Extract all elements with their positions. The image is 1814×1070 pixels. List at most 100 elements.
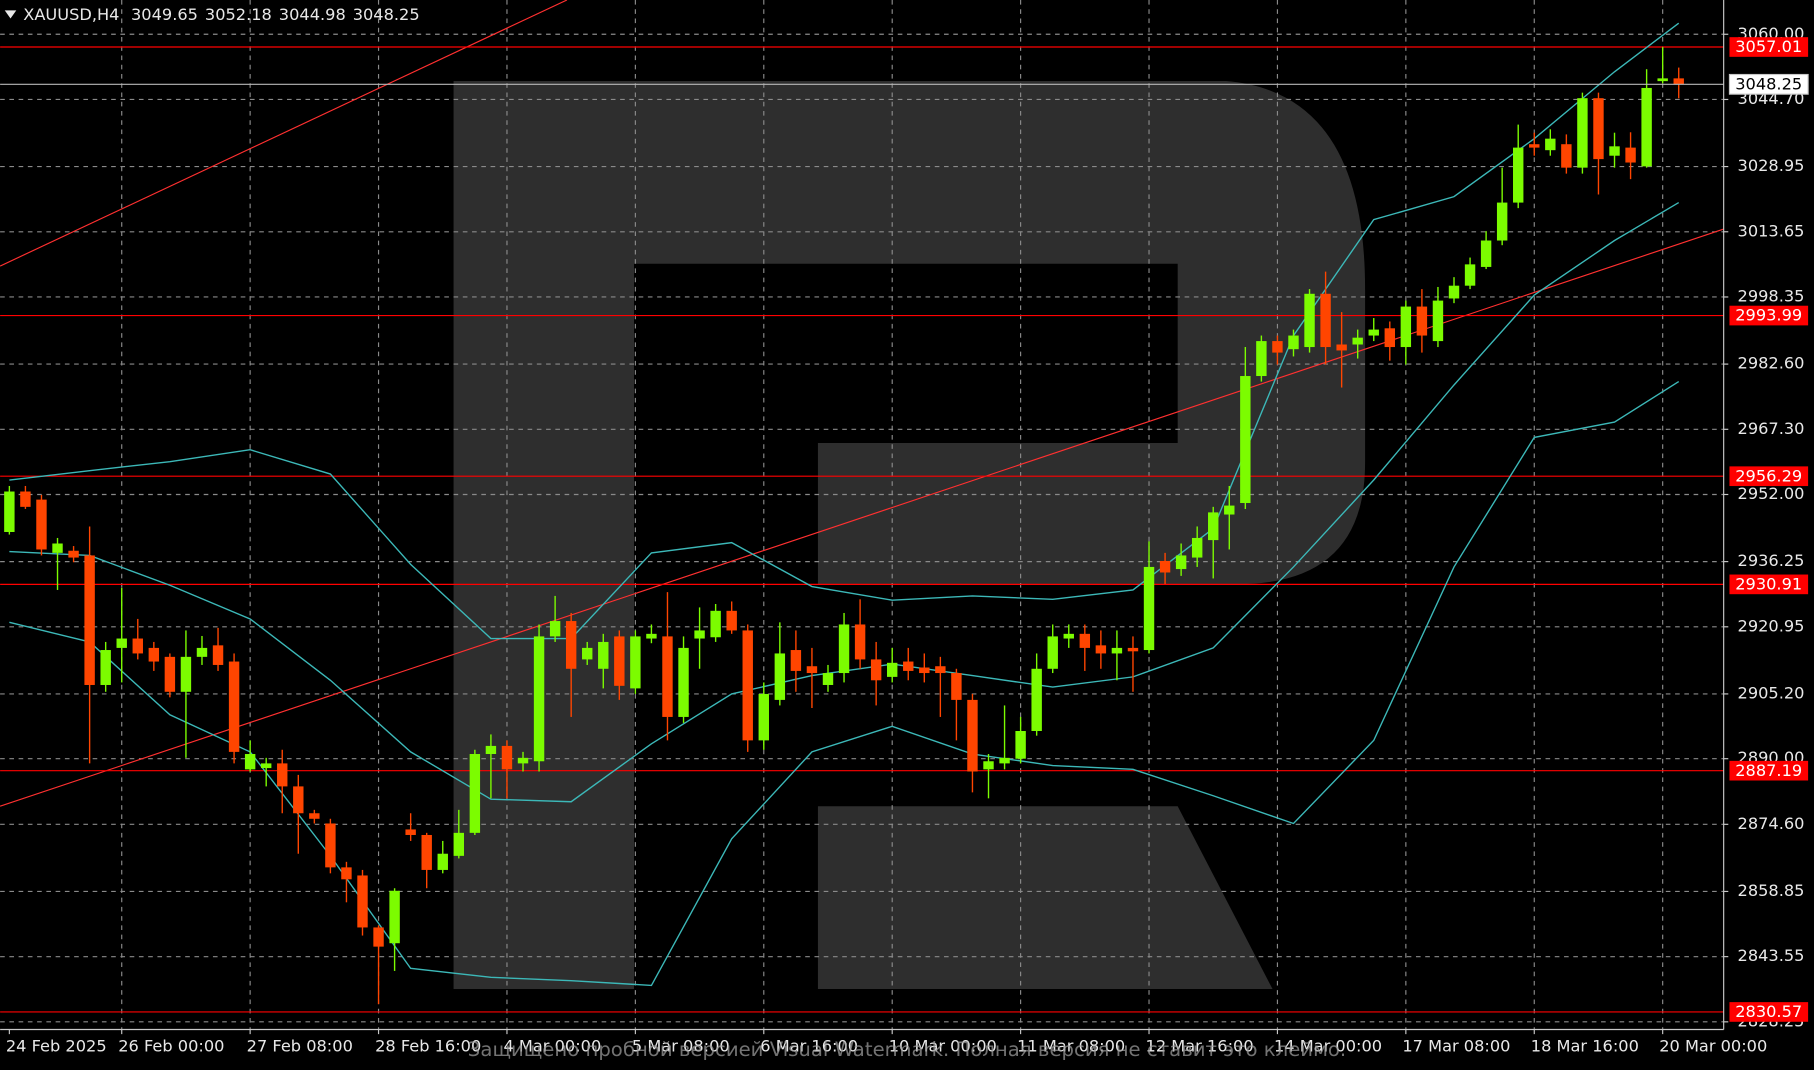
candle-body [886, 662, 898, 677]
candle-body [806, 666, 818, 674]
x-tick-label: 14 Mar 00:00 [1274, 1036, 1382, 1055]
candle-body [1464, 264, 1476, 286]
level-label: 3057.01 [1735, 37, 1802, 56]
logo-bowl [634, 80, 1366, 585]
candle-body [1079, 633, 1091, 648]
candle-body [309, 813, 320, 819]
candle-body [1368, 329, 1379, 336]
candle-body [116, 638, 127, 648]
candle-body [1480, 240, 1492, 267]
y-tick-label: 3013.65 [1738, 221, 1805, 240]
candle-body [4, 491, 15, 532]
current-price-label: 3048.25 [1735, 74, 1802, 93]
x-tick-label: 26 Feb 00:00 [118, 1036, 224, 1055]
candle-body [1448, 285, 1460, 299]
candle-body [614, 636, 625, 686]
candle-body [437, 853, 448, 870]
logo-leg [817, 806, 1273, 990]
x-tick-label: 11 Mar 08:00 [1017, 1036, 1125, 1055]
candle-body [373, 927, 384, 947]
candle-body [1047, 636, 1058, 669]
candle-body [678, 647, 689, 717]
candle-body [1256, 341, 1267, 377]
candle-body [453, 832, 465, 856]
candle-body [1304, 293, 1315, 348]
candle-body [935, 666, 946, 674]
x-tick-label: 24 Feb 2025 [6, 1036, 107, 1055]
candle-body [1400, 306, 1412, 348]
candle-body [999, 757, 1010, 764]
candle-body [838, 624, 850, 674]
y-tick-label: 2998.35 [1738, 286, 1805, 305]
candle-body [1336, 344, 1347, 351]
candle-body [1513, 147, 1524, 203]
candle-body [1095, 645, 1107, 654]
candle-body [1657, 78, 1668, 82]
candle-body [630, 636, 641, 689]
watermark-text: Защищено пробной версией Visual Watermar… [468, 1038, 1346, 1061]
candle-body [1191, 537, 1203, 558]
candle-body [983, 761, 994, 770]
y-tick-label: 2905.20 [1738, 683, 1805, 702]
x-tick-label: 18 Mar 16:00 [1531, 1036, 1639, 1055]
candle-body [662, 636, 673, 717]
candle-body [774, 653, 786, 700]
x-tick-label: 17 Mar 08:00 [1402, 1036, 1510, 1055]
candle-body [485, 745, 497, 755]
candle-body [710, 610, 721, 638]
candle-body [919, 667, 930, 674]
candle-body [646, 633, 657, 639]
candle-body [52, 543, 63, 553]
level-label: 2930.91 [1735, 574, 1802, 593]
candle-body [854, 624, 866, 660]
candle-body [533, 636, 545, 762]
level-label: 2993.99 [1735, 306, 1802, 325]
chart-header: XAUUSD,H4 3049.65 3052.18 3044.98 3048.25 [4, 5, 420, 24]
candle-body [1208, 512, 1219, 541]
candle-body [1240, 376, 1251, 504]
candle-body [726, 610, 737, 631]
candle-body [20, 491, 31, 507]
logo-stem [453, 80, 635, 990]
ohlc-close: 3048.25 [353, 5, 420, 24]
level-label-box [1729, 574, 1809, 595]
candle-body [1224, 505, 1235, 515]
x-tick-label: 20 Mar 00:00 [1659, 1036, 1767, 1055]
candle-body [598, 641, 609, 669]
candle-body [822, 673, 834, 685]
y-tick-label: 2874.60 [1738, 814, 1805, 833]
candle-body [228, 661, 240, 752]
candle-body [1111, 647, 1123, 654]
ohlc-high: 3052.18 [205, 5, 272, 24]
candle-body [870, 659, 882, 681]
x-tick-label: 12 Mar 16:00 [1146, 1036, 1254, 1055]
candle-body [1529, 144, 1540, 148]
header-arrow-icon [4, 10, 17, 19]
bollinger-band [9, 201, 1680, 803]
symbol-title: XAUUSD,H4 [23, 5, 119, 24]
candle-body [132, 638, 143, 654]
candle-body [517, 757, 529, 764]
candle-body [1545, 138, 1556, 151]
ohlc-low: 3044.98 [279, 5, 346, 24]
level-label: 2830.57 [1735, 1002, 1802, 1021]
y-tick-label: 2982.60 [1738, 354, 1805, 373]
y-tick-label: 3028.95 [1738, 156, 1805, 175]
candle-body [212, 645, 224, 665]
candle-body [1288, 335, 1299, 350]
candle-body [903, 661, 914, 671]
candle-body [1384, 328, 1396, 348]
candle-body [84, 555, 95, 685]
bollinger-band [9, 22, 1680, 640]
candle-body [1416, 306, 1428, 336]
candle-body [164, 656, 176, 692]
candle-body [790, 650, 802, 671]
candle-body [1175, 555, 1187, 570]
candle-body [180, 656, 192, 692]
candle-body [469, 754, 481, 833]
candle-body [951, 673, 962, 700]
candle-body [1272, 341, 1283, 353]
x-tick-label: 5 Mar 08:00 [632, 1036, 730, 1055]
y-tick-label: 2843.55 [1738, 946, 1805, 965]
